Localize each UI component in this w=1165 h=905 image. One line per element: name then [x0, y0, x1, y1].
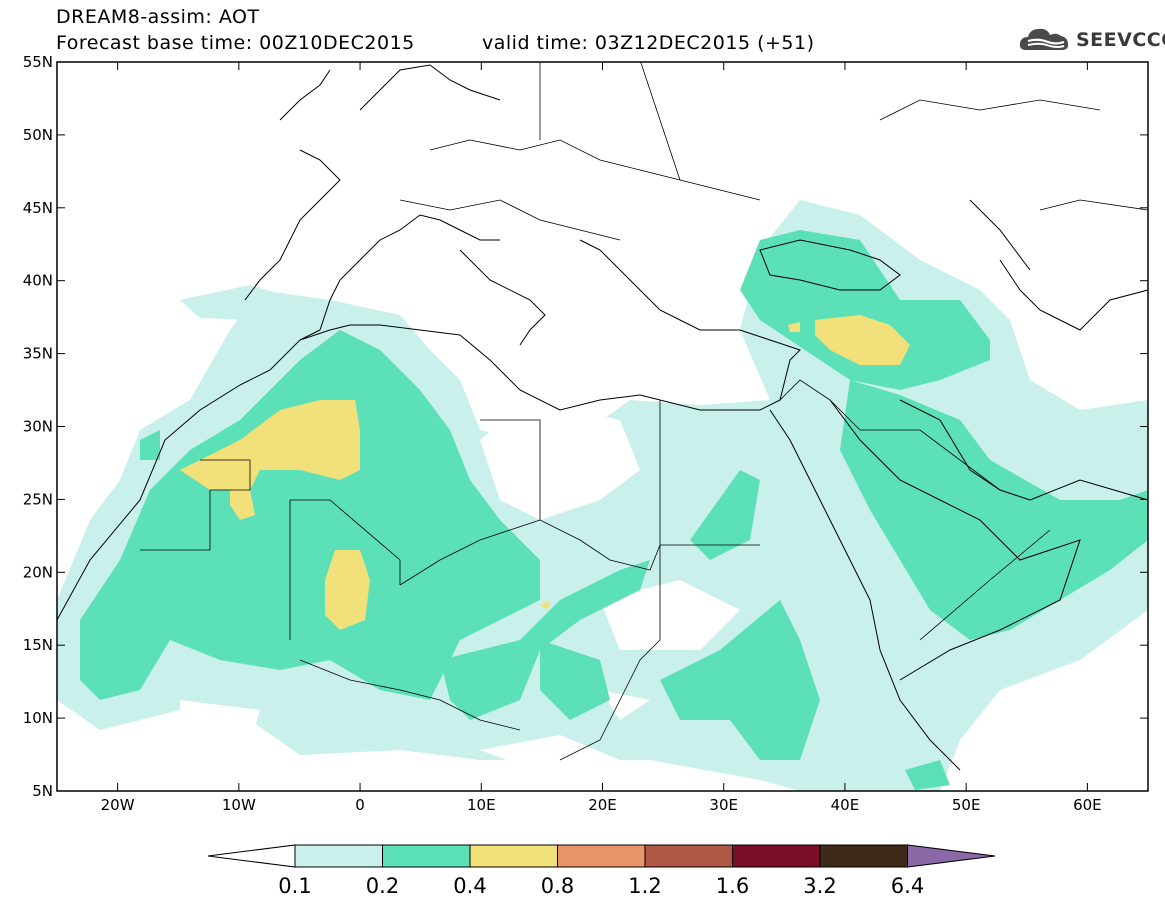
colorbar-swatch	[557, 844, 646, 868]
aot-gaps	[180, 400, 740, 780]
lon-tick-label: 30E	[709, 796, 738, 814]
colorbar: 0.1 0.2 0.4 0.8 1.2 1.6 3.2 6.4	[207, 844, 996, 898]
colorbar-label: 0.4	[453, 874, 486, 898]
logo-text: SEEVCCC	[1076, 29, 1165, 51]
lon-tick-label: 40E	[831, 796, 860, 814]
coastlines	[57, 64, 1148, 771]
seevccc-logo: SEEVCCC	[1018, 24, 1165, 54]
lat-tick-label: 20N	[23, 563, 53, 581]
colorbar-swatch	[644, 844, 733, 868]
latitude-ticks: 5N 10N 15N 20N 25N 30N 35N 40N 45N 50N 55N	[23, 53, 1148, 800]
lat-tick-label: 15N	[23, 636, 53, 654]
colorbar-swatch	[732, 844, 821, 868]
longitude-ticks: 20W 10W 0 10E 20E 30E 40E 50E 60E	[101, 62, 1102, 814]
colorbar-swatch	[819, 844, 908, 868]
lon-tick-label: 20E	[588, 796, 617, 814]
colorbar-high-arrow	[907, 844, 996, 868]
lat-tick-label: 35N	[23, 345, 53, 363]
lat-tick-label: 55N	[23, 53, 53, 71]
lon-tick-label: 20W	[101, 796, 135, 814]
colorbar-low-arrow	[207, 844, 296, 868]
colorbar-label: 3.2	[803, 874, 836, 898]
aot-level-0.4	[180, 315, 910, 630]
lat-tick-label: 50N	[23, 126, 53, 144]
valid-time: valid time: 03Z12DEC2015 (+51)	[482, 32, 815, 54]
lon-tick-label: 0	[355, 796, 365, 814]
colorbar-swatch	[294, 844, 383, 868]
colorbar-swatch	[382, 844, 471, 868]
colorbar-label: 1.6	[716, 874, 749, 898]
lon-tick-label: 50E	[952, 796, 981, 814]
forecast-base-time: Forecast base time: 00Z10DEC2015	[56, 32, 415, 54]
lat-tick-label: 5N	[32, 782, 53, 800]
lat-tick-label: 30N	[23, 418, 53, 436]
colorbar-label: 0.1	[278, 874, 311, 898]
lat-tick-label: 45N	[23, 199, 53, 217]
colorbar-label: 0.2	[366, 874, 399, 898]
lat-tick-label: 40N	[23, 272, 53, 290]
lat-tick-label: 10N	[23, 709, 53, 727]
lon-tick-label: 10E	[467, 796, 496, 814]
lon-tick-label: 60E	[1073, 796, 1102, 814]
aot-shading	[57, 200, 1148, 791]
colorbar-label: 0.8	[541, 874, 574, 898]
colorbar-swatch	[469, 844, 558, 868]
map-title: DREAM8-assim: AOT	[56, 6, 260, 28]
country-borders	[140, 62, 1148, 761]
colorbar-label: 6.4	[891, 874, 924, 898]
cloud-icon	[1019, 28, 1069, 50]
colorbar-label: 1.2	[628, 874, 661, 898]
aot-level-0.2	[80, 230, 1148, 790]
lon-tick-label: 10W	[222, 796, 256, 814]
lat-tick-label: 25N	[23, 490, 53, 508]
